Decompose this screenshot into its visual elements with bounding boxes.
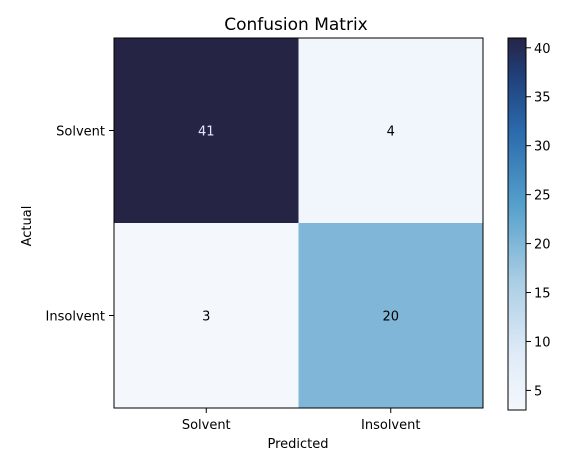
cell-value-label: 4 xyxy=(387,125,395,140)
plot-frame xyxy=(113,37,484,409)
y-tick-label: Insolvent xyxy=(46,310,105,325)
colorbar-tick-label: 35 xyxy=(534,91,551,106)
y-axis-ticks: Solvent Insolvent xyxy=(46,125,114,325)
heatmap-cell-r1-c1 xyxy=(298,223,483,408)
colorbar-tick-label: 25 xyxy=(534,189,551,204)
heatmap-cell-r1-c0 xyxy=(114,223,299,408)
colorbar-tick-label: 10 xyxy=(534,335,551,350)
x-tick-label: Insolvent xyxy=(361,418,420,433)
y-axis-label: Actual xyxy=(20,206,35,247)
colorbar-ticks: 5 10 15 20 25 30 35 40 xyxy=(526,42,551,399)
cell-value-label: 41 xyxy=(198,125,215,140)
x-tick-label: Solvent xyxy=(182,418,231,433)
cell-value-label: 3 xyxy=(202,310,210,325)
colorbar-tick-label: 5 xyxy=(534,384,542,399)
y-tick-label: Solvent xyxy=(56,125,105,140)
heatmap-cells xyxy=(114,38,483,408)
colorbar-tick-label: 15 xyxy=(534,287,551,302)
colorbar xyxy=(507,37,527,411)
heatmap-cell-labels: 41 4 3 20 xyxy=(198,125,399,325)
x-axis-ticks: Solvent Insolvent xyxy=(182,408,420,433)
heatmap-cell-r0-c1 xyxy=(298,38,483,223)
heatmap-cell-r0-c0 xyxy=(114,38,299,223)
colorbar-tick-label: 30 xyxy=(534,140,551,155)
colorbar-tick-label: 20 xyxy=(534,238,551,253)
cell-value-label: 20 xyxy=(382,310,399,325)
chart-title: Confusion Matrix xyxy=(224,15,368,35)
colorbar-tick-label: 40 xyxy=(534,42,551,57)
x-axis-label: Predicted xyxy=(267,437,328,452)
